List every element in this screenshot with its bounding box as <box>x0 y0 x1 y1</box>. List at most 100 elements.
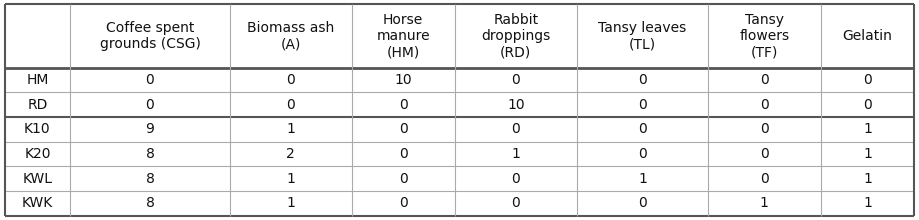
Bar <box>708 4 821 68</box>
Text: 10: 10 <box>507 98 525 112</box>
Text: 0: 0 <box>760 98 768 112</box>
Bar <box>577 92 708 117</box>
Text: Biomass ash
(A): Biomass ash (A) <box>247 21 335 51</box>
Text: Tansy leaves
(TL): Tansy leaves (TL) <box>598 21 686 51</box>
Text: 8: 8 <box>145 196 154 210</box>
Bar <box>352 92 455 117</box>
Bar <box>455 166 577 191</box>
Bar <box>70 191 230 216</box>
Text: 0: 0 <box>760 147 768 161</box>
Bar <box>577 142 708 166</box>
Text: 0: 0 <box>399 172 408 186</box>
Text: K10: K10 <box>24 122 51 136</box>
Text: 8: 8 <box>145 147 154 161</box>
Bar <box>5 4 70 68</box>
Bar <box>708 166 821 191</box>
Bar <box>70 68 230 92</box>
Text: 0: 0 <box>399 196 408 210</box>
Bar <box>577 166 708 191</box>
Text: K20: K20 <box>24 147 51 161</box>
Text: 1: 1 <box>511 147 520 161</box>
Bar <box>455 191 577 216</box>
Bar <box>5 142 70 166</box>
Text: 0: 0 <box>145 73 154 87</box>
Bar <box>352 117 455 142</box>
Bar <box>230 191 352 216</box>
Bar <box>455 4 577 68</box>
Bar <box>230 4 352 68</box>
Text: 0: 0 <box>638 196 647 210</box>
Bar <box>5 92 70 117</box>
Bar <box>5 117 70 142</box>
Bar <box>70 4 230 68</box>
Bar <box>708 117 821 142</box>
Bar <box>577 191 708 216</box>
Text: Tansy
flowers
(TF): Tansy flowers (TF) <box>739 13 789 59</box>
Text: 0: 0 <box>511 172 520 186</box>
Bar <box>455 92 577 117</box>
Bar <box>821 191 914 216</box>
Text: 1: 1 <box>863 196 872 210</box>
Text: Horse
manure
(HM): Horse manure (HM) <box>377 13 430 59</box>
Text: Rabbit
droppings
(RD): Rabbit droppings (RD) <box>482 13 550 59</box>
Bar <box>352 142 455 166</box>
Text: 2: 2 <box>287 147 295 161</box>
Bar <box>70 92 230 117</box>
Text: KWK: KWK <box>22 196 53 210</box>
Text: 0: 0 <box>287 73 295 87</box>
Text: 0: 0 <box>863 98 872 112</box>
Text: 1: 1 <box>286 122 295 136</box>
Bar <box>70 142 230 166</box>
Text: 0: 0 <box>638 73 647 87</box>
Text: 0: 0 <box>399 122 408 136</box>
Text: 0: 0 <box>511 73 520 87</box>
Bar <box>821 142 914 166</box>
Bar <box>352 166 455 191</box>
Text: 0: 0 <box>760 172 768 186</box>
Text: 0: 0 <box>638 98 647 112</box>
Text: 0: 0 <box>511 122 520 136</box>
Bar <box>708 92 821 117</box>
Bar <box>577 117 708 142</box>
Text: 1: 1 <box>863 172 872 186</box>
Text: 1: 1 <box>863 147 872 161</box>
Bar <box>455 142 577 166</box>
Text: 0: 0 <box>760 73 768 87</box>
Bar <box>821 4 914 68</box>
Text: 0: 0 <box>760 122 768 136</box>
Text: HM: HM <box>27 73 49 87</box>
Bar <box>455 117 577 142</box>
Bar <box>577 68 708 92</box>
Bar <box>5 166 70 191</box>
Bar <box>5 68 70 92</box>
Bar <box>455 68 577 92</box>
Bar <box>821 68 914 92</box>
Bar <box>577 4 708 68</box>
Bar <box>821 166 914 191</box>
Text: KWL: KWL <box>22 172 52 186</box>
Bar <box>70 166 230 191</box>
Text: 0: 0 <box>399 147 408 161</box>
Bar <box>230 92 352 117</box>
Bar <box>708 191 821 216</box>
Bar <box>352 191 455 216</box>
Text: 1: 1 <box>638 172 647 186</box>
Text: 1: 1 <box>286 172 295 186</box>
Text: 0: 0 <box>638 122 647 136</box>
Bar <box>70 117 230 142</box>
Text: 0: 0 <box>511 196 520 210</box>
Text: 1: 1 <box>760 196 769 210</box>
Text: 0: 0 <box>145 98 154 112</box>
Text: 0: 0 <box>638 147 647 161</box>
Bar <box>708 142 821 166</box>
Bar <box>352 4 455 68</box>
Text: 10: 10 <box>394 73 412 87</box>
Bar <box>230 117 352 142</box>
Bar <box>5 191 70 216</box>
Text: 0: 0 <box>287 98 295 112</box>
Text: 1: 1 <box>863 122 872 136</box>
Text: 0: 0 <box>399 98 408 112</box>
Text: 9: 9 <box>145 122 154 136</box>
Bar <box>230 68 352 92</box>
Text: RD: RD <box>28 98 48 112</box>
